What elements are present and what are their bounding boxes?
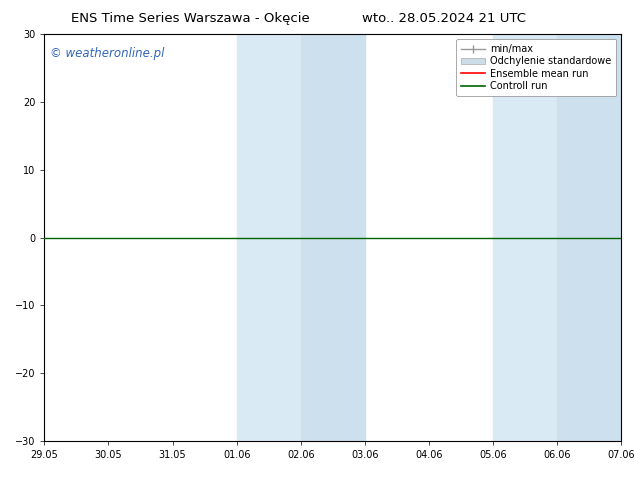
Text: © weatheronline.pl: © weatheronline.pl [50,47,165,59]
Text: wto.. 28.05.2024 21 UTC: wto.. 28.05.2024 21 UTC [362,12,526,25]
Bar [557,34,621,441]
Bar [301,34,365,441]
Bar [493,34,557,441]
Legend: min/max, Odchylenie standardowe, Ensemble mean run, Controll run: min/max, Odchylenie standardowe, Ensembl… [456,39,616,96]
Text: ENS Time Series Warszawa - Okęcie: ENS Time Series Warszawa - Okęcie [71,12,309,25]
Bar [236,34,301,441]
